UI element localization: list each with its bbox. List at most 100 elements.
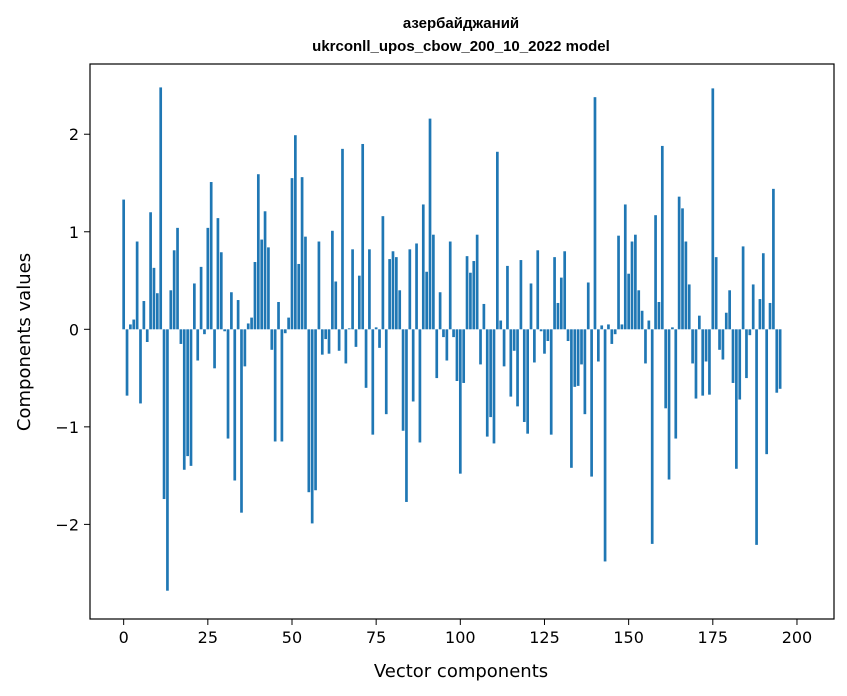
bar-151	[630, 241, 634, 330]
bar-65	[341, 148, 344, 330]
bar-127	[549, 329, 553, 435]
bar-82	[398, 290, 402, 330]
bar-43	[267, 247, 270, 330]
bar-163	[671, 327, 674, 330]
bar-164	[674, 329, 678, 439]
bar-28	[216, 218, 220, 330]
bar-29	[219, 252, 223, 330]
bar-136	[580, 329, 583, 365]
bar-60	[324, 329, 328, 340]
bar-148	[620, 324, 624, 330]
chart-title-line2: ukrconll_upos_cbow_200_10_2022 model	[312, 38, 610, 55]
bar-67	[347, 328, 351, 330]
bar-55	[307, 329, 311, 493]
bar-21	[193, 283, 196, 330]
bar-32	[230, 292, 233, 330]
bar-69	[354, 329, 358, 347]
bar-111	[496, 151, 499, 330]
bar-188	[755, 329, 758, 545]
bar-118	[519, 260, 523, 330]
x-tick-label: 200	[782, 628, 813, 647]
bar-179	[724, 312, 728, 330]
bar-190	[761, 253, 765, 330]
bar-122	[533, 329, 536, 363]
bar-182	[735, 329, 738, 469]
bar-172	[701, 329, 705, 396]
bar-34	[236, 300, 240, 330]
bar-68	[351, 249, 354, 330]
bar-132	[566, 329, 570, 342]
bar-47	[280, 329, 284, 442]
bar-5	[139, 329, 142, 404]
bar-18	[182, 329, 186, 470]
x-axis: 0 25 50 75 100 125 150 175 200	[119, 619, 813, 647]
bar-123	[536, 250, 540, 330]
bar-146	[613, 329, 617, 335]
bar-2	[129, 324, 132, 330]
bar-176	[714, 257, 718, 330]
bar-167	[684, 241, 688, 330]
bar-113	[502, 329, 506, 367]
bar-62	[331, 230, 334, 330]
bar-145	[610, 329, 614, 344]
bar-126	[546, 329, 550, 342]
bar-170	[694, 329, 698, 399]
bar-13	[166, 329, 169, 591]
bar-143	[603, 329, 607, 562]
bar-9	[152, 267, 156, 330]
bar-4	[135, 241, 139, 330]
bar-138	[586, 282, 590, 330]
bar-191	[765, 329, 769, 455]
bar-150	[627, 273, 630, 330]
bar-128	[553, 257, 556, 330]
bar-49	[287, 317, 290, 330]
x-tick-label: 150	[613, 628, 644, 647]
bar-24	[203, 329, 206, 335]
bar-36	[243, 329, 247, 367]
bar-86	[411, 329, 415, 402]
x-tick-label: 50	[282, 628, 302, 647]
bar-33	[233, 329, 237, 481]
bar-162	[667, 329, 671, 480]
bar-1	[125, 329, 129, 396]
bar-129	[556, 302, 560, 330]
bar-3	[132, 319, 136, 330]
bar-89	[421, 204, 425, 330]
bar-26	[209, 182, 213, 330]
bar-12	[162, 329, 166, 500]
bar-189	[758, 299, 762, 330]
bar-133	[570, 329, 573, 468]
bar-66	[344, 329, 348, 364]
bar-80	[391, 251, 395, 330]
bar-131	[563, 251, 567, 330]
bar-7	[145, 329, 149, 342]
bar-84	[405, 329, 408, 502]
bar-130	[559, 277, 563, 330]
bar-192	[768, 302, 772, 330]
bar-37	[246, 323, 250, 330]
bar-106	[479, 329, 482, 365]
y-tick-label: −1	[55, 418, 79, 437]
bar-53	[300, 177, 304, 330]
bar-185	[745, 329, 748, 379]
bar-161	[664, 329, 668, 409]
bar-149	[623, 204, 627, 330]
bar-63	[334, 281, 338, 330]
bar-174	[708, 329, 711, 395]
bar-195	[778, 329, 782, 389]
bar-186	[748, 329, 752, 336]
bar-94	[438, 292, 442, 330]
bar-61	[327, 329, 331, 354]
bar-6	[142, 301, 146, 330]
bar-139	[590, 329, 593, 477]
bar-10	[155, 293, 159, 330]
x-tick-label: 100	[445, 628, 476, 647]
bar-95	[442, 329, 445, 338]
bar-180	[728, 290, 731, 330]
bar-90	[425, 271, 428, 330]
bar-100	[458, 329, 462, 474]
y-axis-label: Components values	[14, 253, 35, 431]
bar-125	[543, 329, 546, 354]
bar-117	[516, 329, 519, 407]
bar-11	[159, 87, 163, 330]
